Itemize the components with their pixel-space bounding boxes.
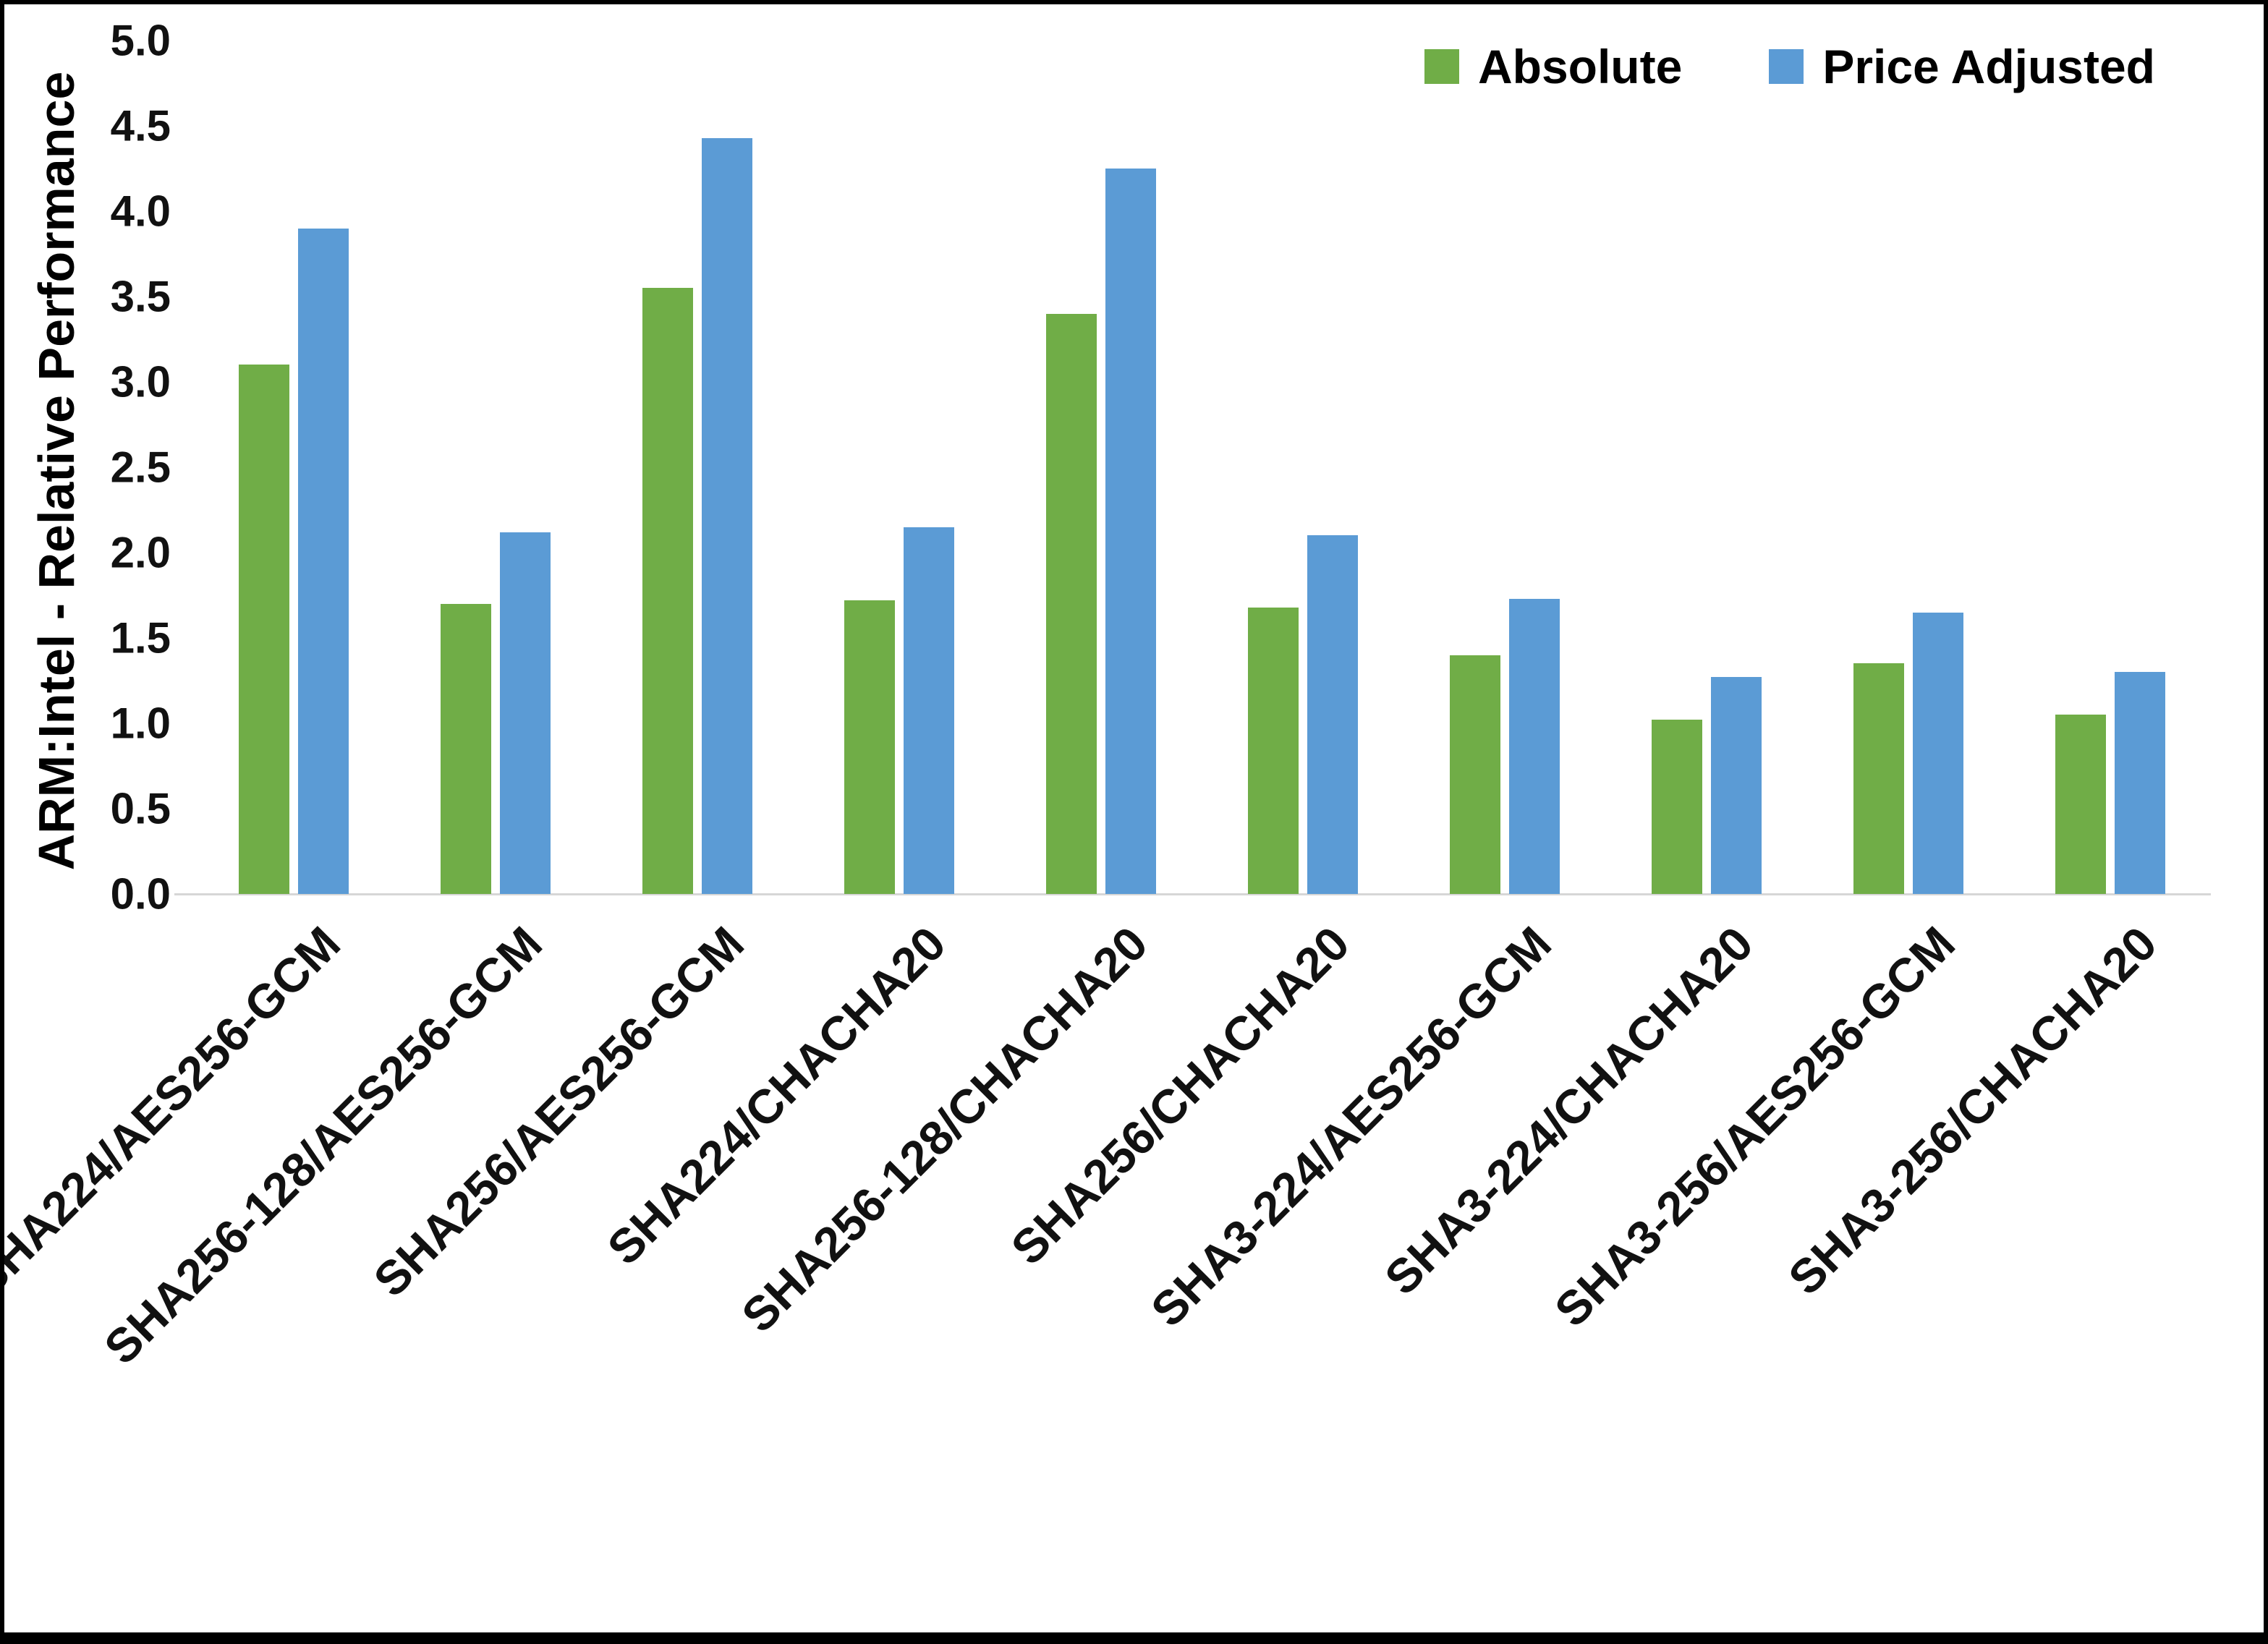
legend-label: Price Adjusted (1822, 40, 2155, 93)
y-tick-label: 5.0 (110, 16, 171, 65)
bar-absolute (1045, 313, 1097, 894)
bar-price-adjusted (1307, 535, 1358, 894)
bar-absolute (440, 603, 491, 894)
bar-price-adjusted (297, 228, 349, 894)
bar-price-adjusted (1105, 169, 1156, 894)
bar-absolute (642, 288, 693, 894)
y-tick-label: 4.5 (110, 101, 171, 150)
y-tick-label: 3.0 (110, 357, 171, 406)
y-tick-label: 0.5 (110, 784, 171, 833)
legend-swatch-icon (1769, 49, 1804, 84)
bar-price-adjusted (1508, 598, 1560, 894)
bar-price-adjusted (1710, 677, 1762, 894)
y-tick-label: 0.0 (110, 869, 171, 919)
bar-absolute (1247, 607, 1299, 894)
y-tick-label: 1.0 (110, 699, 171, 748)
bar-price-adjusted (499, 532, 551, 894)
bar-absolute (1853, 663, 1904, 894)
bar-absolute (1651, 720, 1702, 894)
bar-absolute (844, 600, 895, 894)
bar-absolute (1449, 655, 1500, 894)
y-tick-label: 4.0 (110, 187, 171, 236)
plot-area (174, 41, 2211, 895)
bar-price-adjusted (903, 527, 954, 894)
x-axis-line (174, 893, 2211, 895)
legend: Absolute Price Adjusted (1424, 39, 2155, 94)
y-tick-label: 2.0 (110, 528, 171, 577)
bar-price-adjusted (1912, 612, 1963, 894)
legend-item: Absolute (1424, 39, 1682, 94)
legend-label: Absolute (1477, 40, 1683, 93)
y-tick-label: 1.5 (110, 613, 171, 663)
legend-swatch-icon (1424, 49, 1459, 84)
bar-absolute (238, 365, 289, 894)
bar-price-adjusted (2114, 672, 2165, 894)
legend-item: Price Adjusted (1769, 39, 2155, 94)
bar-absolute (2055, 715, 2106, 894)
bar-price-adjusted (701, 137, 752, 894)
y-tick-label: 2.5 (110, 443, 171, 492)
y-tick-label: 3.5 (110, 272, 171, 321)
